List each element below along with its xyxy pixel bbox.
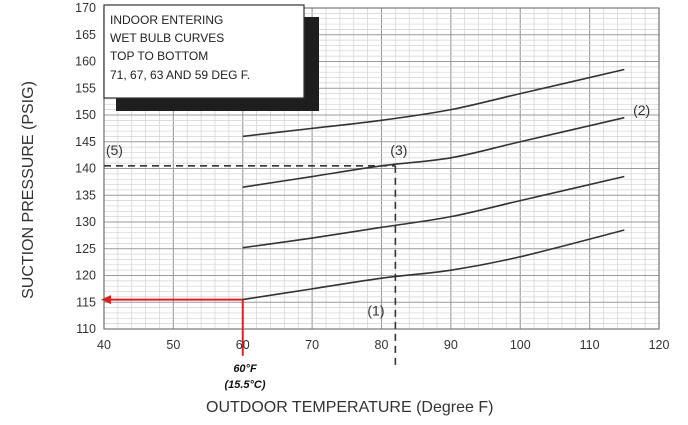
series-line-1 bbox=[242, 68, 625, 138]
y-axis-title: SUCTION PRESSURE (PSIG) bbox=[20, 81, 37, 299]
y-tick-label: 130 bbox=[75, 215, 96, 229]
x-tick-label: 60 bbox=[236, 338, 250, 352]
y-tick-label: 145 bbox=[75, 135, 96, 149]
x-axis-title: OUTDOOR TEMPERATURE (Degree F) bbox=[206, 399, 493, 416]
legend-line-2: WET BULB CURVES bbox=[110, 31, 224, 45]
x-tick-label: 50 bbox=[166, 338, 180, 352]
annotation-label: (3) bbox=[390, 142, 407, 158]
y-tick-label: 135 bbox=[75, 188, 96, 202]
x-tick-labels: 40 50 60 70 80 90 100 110 120 bbox=[97, 338, 669, 352]
x-tick-label: 40 bbox=[97, 338, 111, 352]
legend-line-4: 71, 67, 63 AND 59 DEG F. bbox=[110, 68, 250, 82]
annotation-label: (5) bbox=[106, 142, 123, 158]
series-lines bbox=[242, 68, 625, 301]
y-tick-label: 115 bbox=[76, 295, 96, 309]
annotation-label: (2) bbox=[633, 102, 650, 118]
y-tick-label: 120 bbox=[75, 269, 96, 283]
y-tick-label: 170 bbox=[75, 1, 96, 15]
x-tick-label: 90 bbox=[444, 338, 458, 352]
series-line-3 bbox=[242, 175, 625, 249]
x-tick-label: 80 bbox=[375, 338, 389, 352]
y-tick-label: 110 bbox=[76, 322, 96, 336]
red-arrowhead bbox=[101, 295, 111, 305]
y-tick-label: 150 bbox=[75, 108, 96, 122]
x-tick-label: 110 bbox=[580, 338, 600, 352]
y-tick-label: 140 bbox=[75, 162, 96, 176]
annotations: (1) (2) (3) (5) bbox=[106, 102, 650, 319]
y-tick-label: 160 bbox=[75, 55, 96, 69]
legend-line-3: TOP TO BOTTOM bbox=[110, 49, 208, 63]
legend-frame bbox=[103, 4, 305, 99]
reference-lines bbox=[101, 165, 397, 367]
legend-box: INDOOR ENTERING WET BULB CURVES TOP TO B… bbox=[103, 4, 319, 111]
y-tick-labels: 110 115 120 125 130 135 140 145 150 155 160 165 170 bbox=[75, 1, 96, 336]
series-line-4 bbox=[242, 229, 625, 301]
x-tick-label: 120 bbox=[649, 338, 670, 352]
y-tick-label: 125 bbox=[75, 242, 96, 256]
annotation-label: (1) bbox=[367, 303, 384, 319]
x-tick-label: 100 bbox=[510, 338, 531, 352]
legend-line-1: INDOOR ENTERING bbox=[110, 13, 223, 27]
plot-frame bbox=[103, 7, 660, 330]
y-tick-label: 155 bbox=[75, 81, 96, 95]
marker-label-c: (15.5°C) bbox=[224, 379, 265, 391]
series-line-2 bbox=[242, 116, 625, 189]
y-tick-label: 165 bbox=[75, 28, 96, 42]
marker-label-f: 60°F bbox=[233, 363, 257, 375]
x-tick-label: 70 bbox=[305, 338, 319, 352]
